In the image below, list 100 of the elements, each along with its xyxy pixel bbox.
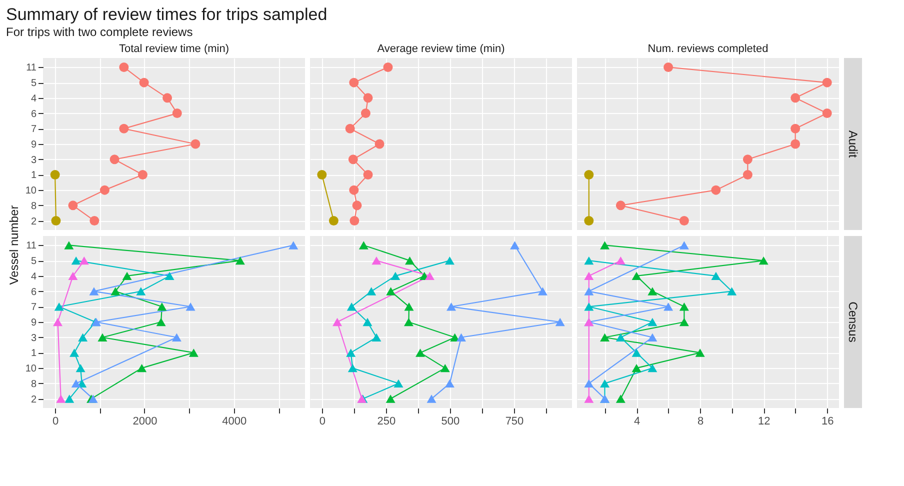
point	[386, 287, 396, 296]
point	[383, 62, 393, 72]
point	[584, 256, 594, 265]
point	[538, 287, 548, 296]
point	[79, 256, 89, 265]
point	[64, 394, 74, 403]
y2-axis-title: Audit	[846, 130, 860, 158]
y-tick-label: 10	[25, 186, 37, 197]
point	[386, 394, 396, 403]
point	[584, 287, 594, 296]
point	[50, 170, 60, 180]
y-tick-label: 5	[30, 256, 37, 268]
point	[162, 93, 172, 103]
point	[555, 318, 565, 326]
y-tick-label: 11	[26, 240, 37, 252]
point	[100, 185, 110, 195]
point	[70, 348, 80, 357]
point	[137, 364, 147, 372]
point	[119, 62, 129, 72]
point	[332, 318, 342, 326]
point	[616, 200, 626, 210]
point	[372, 333, 382, 342]
point	[345, 124, 355, 134]
point	[822, 78, 832, 88]
point	[664, 62, 674, 72]
point	[790, 139, 800, 149]
point	[424, 272, 434, 280]
point	[122, 272, 132, 280]
point	[71, 379, 81, 388]
point	[404, 318, 414, 326]
point	[711, 185, 721, 195]
point	[136, 287, 146, 296]
y-tick-label: 2	[30, 216, 37, 228]
y-tick-label: 4	[30, 93, 37, 104]
point	[110, 287, 120, 296]
point	[156, 318, 166, 326]
point	[64, 241, 74, 250]
point	[758, 256, 768, 265]
y-tick-label: 3	[30, 154, 37, 166]
point	[679, 318, 689, 326]
point	[616, 256, 626, 265]
point	[363, 93, 373, 103]
point	[51, 216, 61, 226]
text: Summary of review times for trips sampled	[6, 5, 328, 24]
point	[363, 170, 373, 180]
point	[632, 272, 642, 280]
point	[616, 394, 626, 403]
point	[444, 379, 454, 388]
point	[405, 256, 414, 265]
point	[679, 302, 689, 311]
point	[727, 287, 737, 296]
point	[349, 78, 359, 88]
point	[372, 256, 382, 265]
point	[510, 241, 520, 250]
y-tick-label: 6	[30, 286, 37, 298]
point	[584, 302, 594, 311]
point	[584, 170, 594, 180]
point	[53, 318, 62, 326]
point	[235, 256, 245, 265]
point	[584, 379, 594, 388]
point	[742, 154, 752, 164]
y-tick-label: 8	[30, 200, 37, 212]
point	[186, 302, 196, 311]
y-tick-label: 3	[30, 332, 37, 344]
point	[348, 154, 358, 164]
point	[790, 93, 800, 103]
y2-axis-title: Census	[846, 302, 860, 342]
point	[426, 394, 436, 403]
point	[648, 287, 658, 296]
x-tick-label: 0	[52, 416, 59, 428]
point	[358, 241, 368, 250]
point	[600, 379, 610, 388]
point	[349, 185, 359, 195]
point	[68, 200, 78, 210]
point	[632, 348, 642, 357]
point	[444, 256, 454, 265]
point	[440, 364, 450, 372]
point	[346, 348, 356, 357]
point	[98, 333, 108, 342]
y-tick-label: 4	[30, 271, 37, 282]
point	[164, 272, 174, 280]
point	[394, 379, 404, 388]
point	[190, 139, 200, 149]
point	[328, 216, 338, 226]
y-tick-label: 8	[30, 378, 37, 390]
point	[346, 302, 356, 311]
point	[352, 200, 362, 210]
point	[446, 302, 456, 311]
point	[616, 333, 626, 342]
point	[374, 139, 384, 149]
point	[68, 272, 78, 280]
point	[157, 302, 167, 311]
point	[172, 333, 182, 342]
y-tick-label: 1	[30, 348, 37, 360]
point	[695, 348, 705, 357]
y-tick-label: 6	[30, 108, 37, 120]
point	[679, 241, 689, 250]
point	[76, 364, 86, 372]
point	[288, 241, 298, 250]
point	[350, 216, 360, 226]
